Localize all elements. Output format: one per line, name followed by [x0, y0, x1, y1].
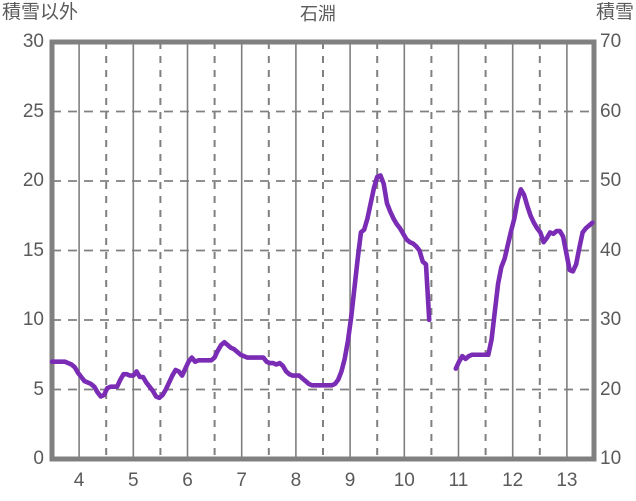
- x-axis-tick-label: 13: [556, 470, 578, 491]
- x-axis-tick-label: 8: [290, 470, 302, 491]
- y-axis-right-tick-label: 50: [600, 170, 622, 191]
- left-axis-unit-label: 積雪以外: [2, 2, 79, 23]
- data-line-0: [49, 173, 432, 401]
- y-axis-left-tick-label: 5: [33, 378, 44, 400]
- x-axis-tick-label: 5: [128, 470, 139, 491]
- y-axis-right-tick-label: 20: [600, 378, 622, 400]
- x-axis-tick-label: 12: [502, 470, 524, 491]
- y-axis-right-tick-label: 70: [600, 31, 622, 52]
- x-axis-tick-label: 7: [236, 470, 247, 491]
- x-axis-tick-label: 6: [182, 470, 193, 491]
- y-axis-right-tick-label: 10: [600, 448, 622, 469]
- x-axis-tick-label: 10: [393, 470, 415, 491]
- y-axis-right-tick-label: 40: [600, 239, 622, 261]
- data-line-1: [453, 187, 595, 371]
- y-axis-left-tick-label: 0: [33, 448, 44, 469]
- chart-title: 石淵: [300, 4, 336, 24]
- plot-frame: [49, 39, 597, 462]
- y-axis-left-tick-label: 30: [22, 31, 44, 52]
- y-axis-left-tick-label: 10: [22, 309, 44, 330]
- x-axis-tick-label: 11: [448, 470, 469, 491]
- y-axis-right-tick-label: 60: [600, 100, 622, 122]
- y-axis-left-tick-label: 15: [22, 239, 44, 261]
- y-axis-left-tick-label: 25: [22, 100, 44, 122]
- right-axis-unit-label: 積雪: [595, 2, 634, 23]
- y-axis-left-tick-label: 20: [22, 170, 44, 191]
- x-axis-tick-label: 9: [344, 470, 356, 491]
- x-axis-tick-label: 4: [73, 470, 85, 491]
- y-axis-right-tick-label: 30: [600, 309, 622, 330]
